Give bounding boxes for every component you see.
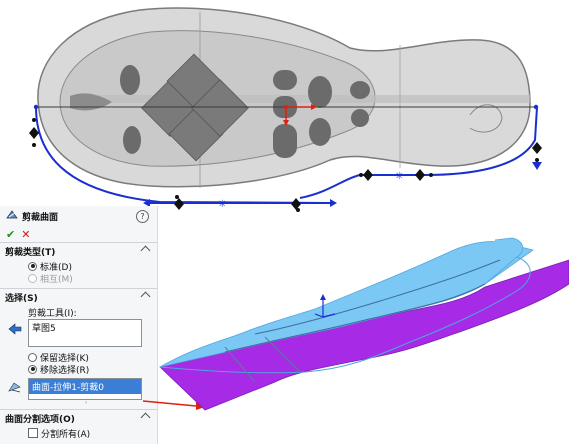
trim-type-section: 剪裁类型(T) 标准(D) 相互(M) — [0, 242, 157, 285]
purple-trimmed-surface[interactable] — [159, 259, 569, 411]
radio-icon — [28, 352, 37, 362]
checkbox-icon — [28, 428, 38, 438]
svg-text:✳: ✳ — [395, 171, 403, 182]
origin-triad-icon — [314, 294, 336, 318]
surface-3d-viewport[interactable] — [155, 222, 569, 444]
svg-text:✳: ✳ — [218, 199, 226, 210]
resize-handle-icon[interactable]: ◦ — [84, 399, 89, 407]
trim-surface-property-panel: 剪裁曲面 ? ✔ ✕ 剪裁类型(T) 标准(D) 相互(M) 选择(S) 剪裁工… — [0, 206, 158, 444]
surface-edges — [159, 256, 531, 383]
radio-icon — [28, 261, 37, 271]
trim-type-standard-radio[interactable]: 标准(D) — [0, 260, 157, 273]
trim-tool-listbox[interactable]: 草图5 — [28, 319, 142, 347]
selections-section: 选择(S) 剪裁工具(I): 草图5 保留选择(K) 移除选择(R) — [0, 288, 157, 407]
trim-type-mutual-radio: 相互(M) — [0, 272, 157, 285]
panel-title: 剪裁曲面 — [22, 212, 59, 223]
pieces-field-row: 曲面-拉伸1-剪裁0 ◦ — [0, 375, 157, 407]
sketch-viewport[interactable]: ✳ ✳ — [0, 0, 569, 215]
origin-axes-icon — [283, 104, 317, 126]
trim-tool-field-row: 草图5 — [0, 317, 157, 347]
radio-icon — [28, 273, 37, 283]
trim-tool-label: 剪裁工具(I): — [28, 309, 77, 319]
shoe-sole-image — [37, 7, 531, 188]
confirm-row: ✔ ✕ — [0, 226, 157, 242]
trim-tool-item[interactable]: 草图5 — [32, 324, 56, 334]
keep-selections-radio[interactable]: 保留选择(K) — [0, 351, 157, 364]
light-blue-kept-surface[interactable] — [159, 237, 534, 368]
split-options-header[interactable]: 曲面分割选项(O) — [0, 410, 157, 427]
remove-selections-radio[interactable]: 移除选择(R) — [0, 363, 157, 376]
trim-type-header[interactable]: 剪裁类型(T) — [0, 243, 157, 260]
split-options-section: 曲面分割选项(O) 分割所有(A) — [0, 409, 157, 440]
selection-arrow-icon — [8, 323, 22, 338]
pieces-listbox[interactable]: 曲面-拉伸1-剪裁0 — [28, 378, 142, 400]
ok-button[interactable]: ✔ — [6, 227, 16, 241]
split-all-checkbox[interactable]: 分割所有(A) — [0, 427, 157, 440]
panel-header: 剪裁曲面 ? — [0, 206, 157, 226]
pieces-selected-item[interactable]: 曲面-拉伸1-剪裁0 — [29, 379, 141, 394]
trim-surface-icon — [6, 209, 18, 224]
surface-pieces-icon — [8, 381, 22, 396]
help-icon[interactable]: ? — [136, 210, 149, 223]
selections-header[interactable]: 选择(S) — [0, 289, 157, 306]
sketch-trim-curve[interactable]: ✳ ✳ — [29, 106, 542, 212]
radio-icon — [28, 364, 37, 374]
cancel-button[interactable]: ✕ — [21, 227, 31, 241]
